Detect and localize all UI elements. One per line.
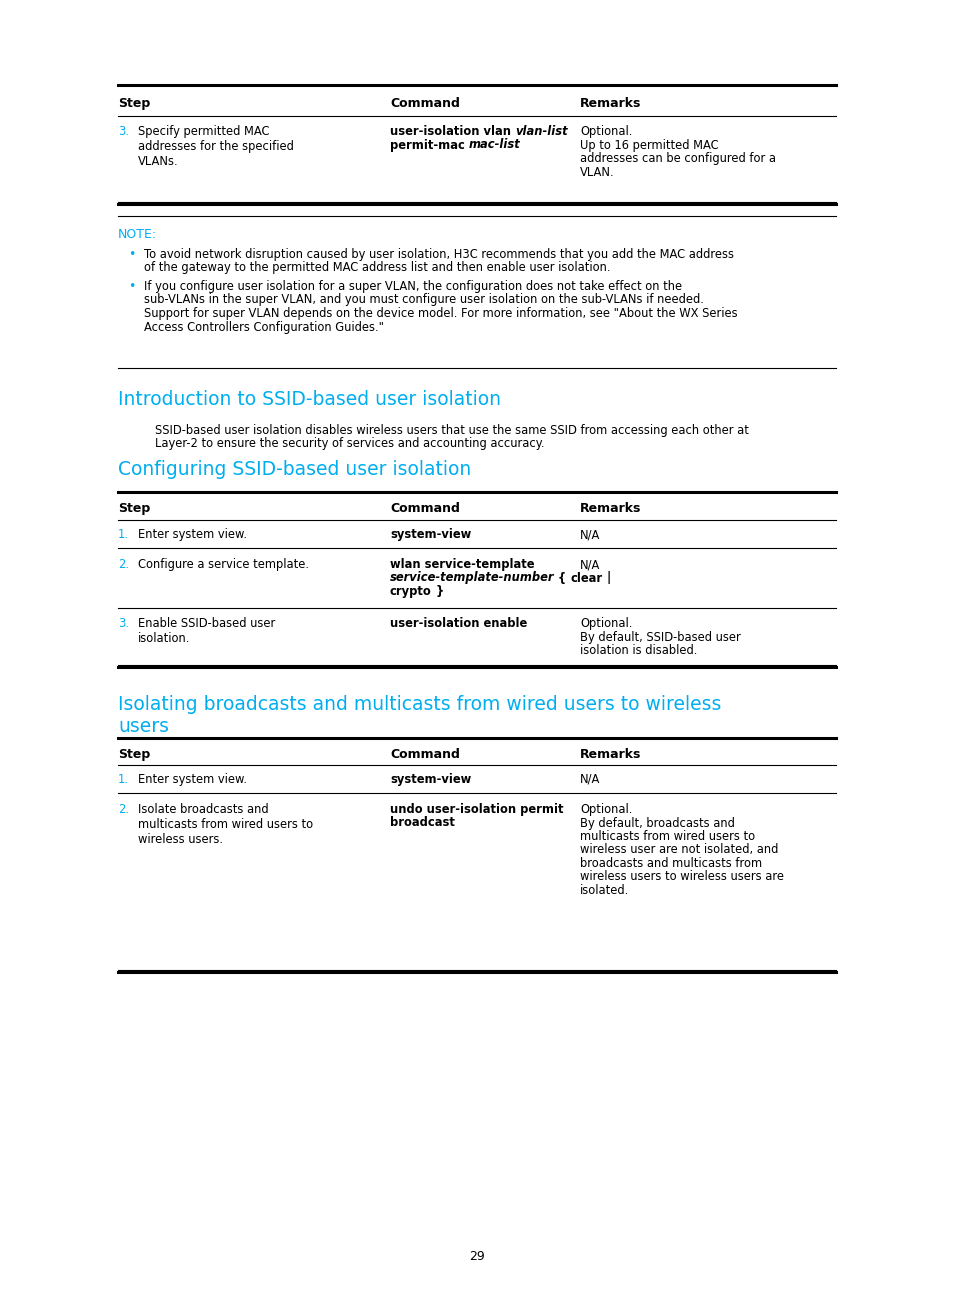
Text: vlan-list: vlan-list	[515, 124, 567, 137]
Text: isolation is disabled.: isolation is disabled.	[579, 644, 697, 657]
Text: sub-VLANs in the super VLAN, and you must configure user isolation on the sub-VL: sub-VLANs in the super VLAN, and you mus…	[144, 293, 703, 306]
Text: broadcasts and multicasts from: broadcasts and multicasts from	[579, 857, 761, 870]
Text: Enter system view.: Enter system view.	[138, 527, 247, 540]
Text: Command: Command	[390, 748, 459, 761]
Text: To avoid network disruption caused by user isolation, H3C recommends that you ad: To avoid network disruption caused by us…	[144, 248, 733, 260]
Text: 2.: 2.	[118, 804, 129, 816]
Text: •: •	[128, 280, 135, 293]
Text: Enable SSID-based user
isolation.: Enable SSID-based user isolation.	[138, 617, 275, 645]
Text: Remarks: Remarks	[579, 502, 640, 515]
Text: broadcast: broadcast	[390, 816, 455, 829]
Text: permit-mac: permit-mac	[390, 139, 468, 152]
Text: Step: Step	[118, 748, 150, 761]
Text: 3.: 3.	[118, 124, 129, 137]
Text: multicasts from wired users to: multicasts from wired users to	[579, 829, 755, 842]
Text: Configuring SSID-based user isolation: Configuring SSID-based user isolation	[118, 460, 471, 480]
Text: system-view: system-view	[390, 527, 471, 540]
Text: Introduction to SSID-based user isolation: Introduction to SSID-based user isolatio…	[118, 390, 500, 410]
Text: wireless user are not isolated, and: wireless user are not isolated, and	[579, 844, 778, 857]
Text: N/A: N/A	[579, 559, 599, 572]
Text: Configure a service template.: Configure a service template.	[138, 559, 309, 572]
Text: NOTE:: NOTE:	[118, 228, 157, 241]
Text: 1.: 1.	[118, 772, 129, 785]
Text: mac-list: mac-list	[468, 139, 520, 152]
Text: wireless users to wireless users are: wireless users to wireless users are	[579, 871, 783, 884]
Text: N/A: N/A	[579, 772, 599, 785]
Text: |: |	[602, 572, 610, 584]
Text: SSID-based user isolation disables wireless users that use the same SSID from ac: SSID-based user isolation disables wirel…	[154, 424, 748, 437]
Text: Step: Step	[118, 97, 150, 110]
Text: Command: Command	[390, 502, 459, 515]
Text: crypto: crypto	[390, 584, 432, 597]
Text: Specify permitted MAC
addresses for the specified
VLANs.: Specify permitted MAC addresses for the …	[138, 124, 294, 168]
Text: By default, broadcasts and: By default, broadcasts and	[579, 816, 734, 829]
Text: of the gateway to the permitted MAC address list and then enable user isolation.: of the gateway to the permitted MAC addr…	[144, 262, 610, 275]
Text: Command: Command	[390, 97, 459, 110]
Text: 29: 29	[469, 1251, 484, 1264]
Text: 2.: 2.	[118, 559, 129, 572]
Text: user-isolation vlan: user-isolation vlan	[390, 124, 515, 137]
Text: Optional.: Optional.	[579, 617, 632, 630]
Text: Support for super VLAN depends on the device model. For more information, see "A: Support for super VLAN depends on the de…	[144, 307, 737, 320]
Text: 3.: 3.	[118, 617, 129, 630]
Text: •: •	[128, 248, 135, 260]
Text: }: }	[432, 584, 443, 597]
Text: system-view: system-view	[390, 772, 471, 785]
Text: user-isolation enable: user-isolation enable	[390, 617, 527, 630]
Text: {: {	[554, 572, 570, 584]
Text: VLAN.: VLAN.	[579, 166, 614, 179]
Text: users: users	[118, 717, 169, 736]
Text: Remarks: Remarks	[579, 748, 640, 761]
Text: Isolate broadcasts and
multicasts from wired users to
wireless users.: Isolate broadcasts and multicasts from w…	[138, 804, 313, 846]
Text: N/A: N/A	[579, 527, 599, 540]
Text: service-template-number: service-template-number	[390, 572, 554, 584]
Text: 1.: 1.	[118, 527, 129, 540]
Text: isolated.: isolated.	[579, 884, 629, 897]
Text: wlan service-template: wlan service-template	[390, 559, 534, 572]
Text: Layer-2 to ensure the security of services and accounting accuracy.: Layer-2 to ensure the security of servic…	[154, 438, 544, 451]
Text: By default, SSID-based user: By default, SSID-based user	[579, 630, 740, 644]
Text: undo user-isolation permit: undo user-isolation permit	[390, 804, 563, 816]
Text: Access Controllers Configuration Guides.": Access Controllers Configuration Guides.…	[144, 320, 384, 333]
Text: Optional.: Optional.	[579, 124, 632, 137]
Text: Isolating broadcasts and multicasts from wired users to wireless: Isolating broadcasts and multicasts from…	[118, 695, 720, 714]
Text: Enter system view.: Enter system view.	[138, 772, 247, 785]
Text: If you configure user isolation for a super VLAN, the configuration does not tak: If you configure user isolation for a su…	[144, 280, 681, 293]
Text: clear: clear	[570, 572, 602, 584]
Text: Step: Step	[118, 502, 150, 515]
Text: Up to 16 permitted MAC: Up to 16 permitted MAC	[579, 139, 718, 152]
Text: addresses can be configured for a: addresses can be configured for a	[579, 152, 775, 165]
Text: Remarks: Remarks	[579, 97, 640, 110]
Text: Optional.: Optional.	[579, 804, 632, 816]
